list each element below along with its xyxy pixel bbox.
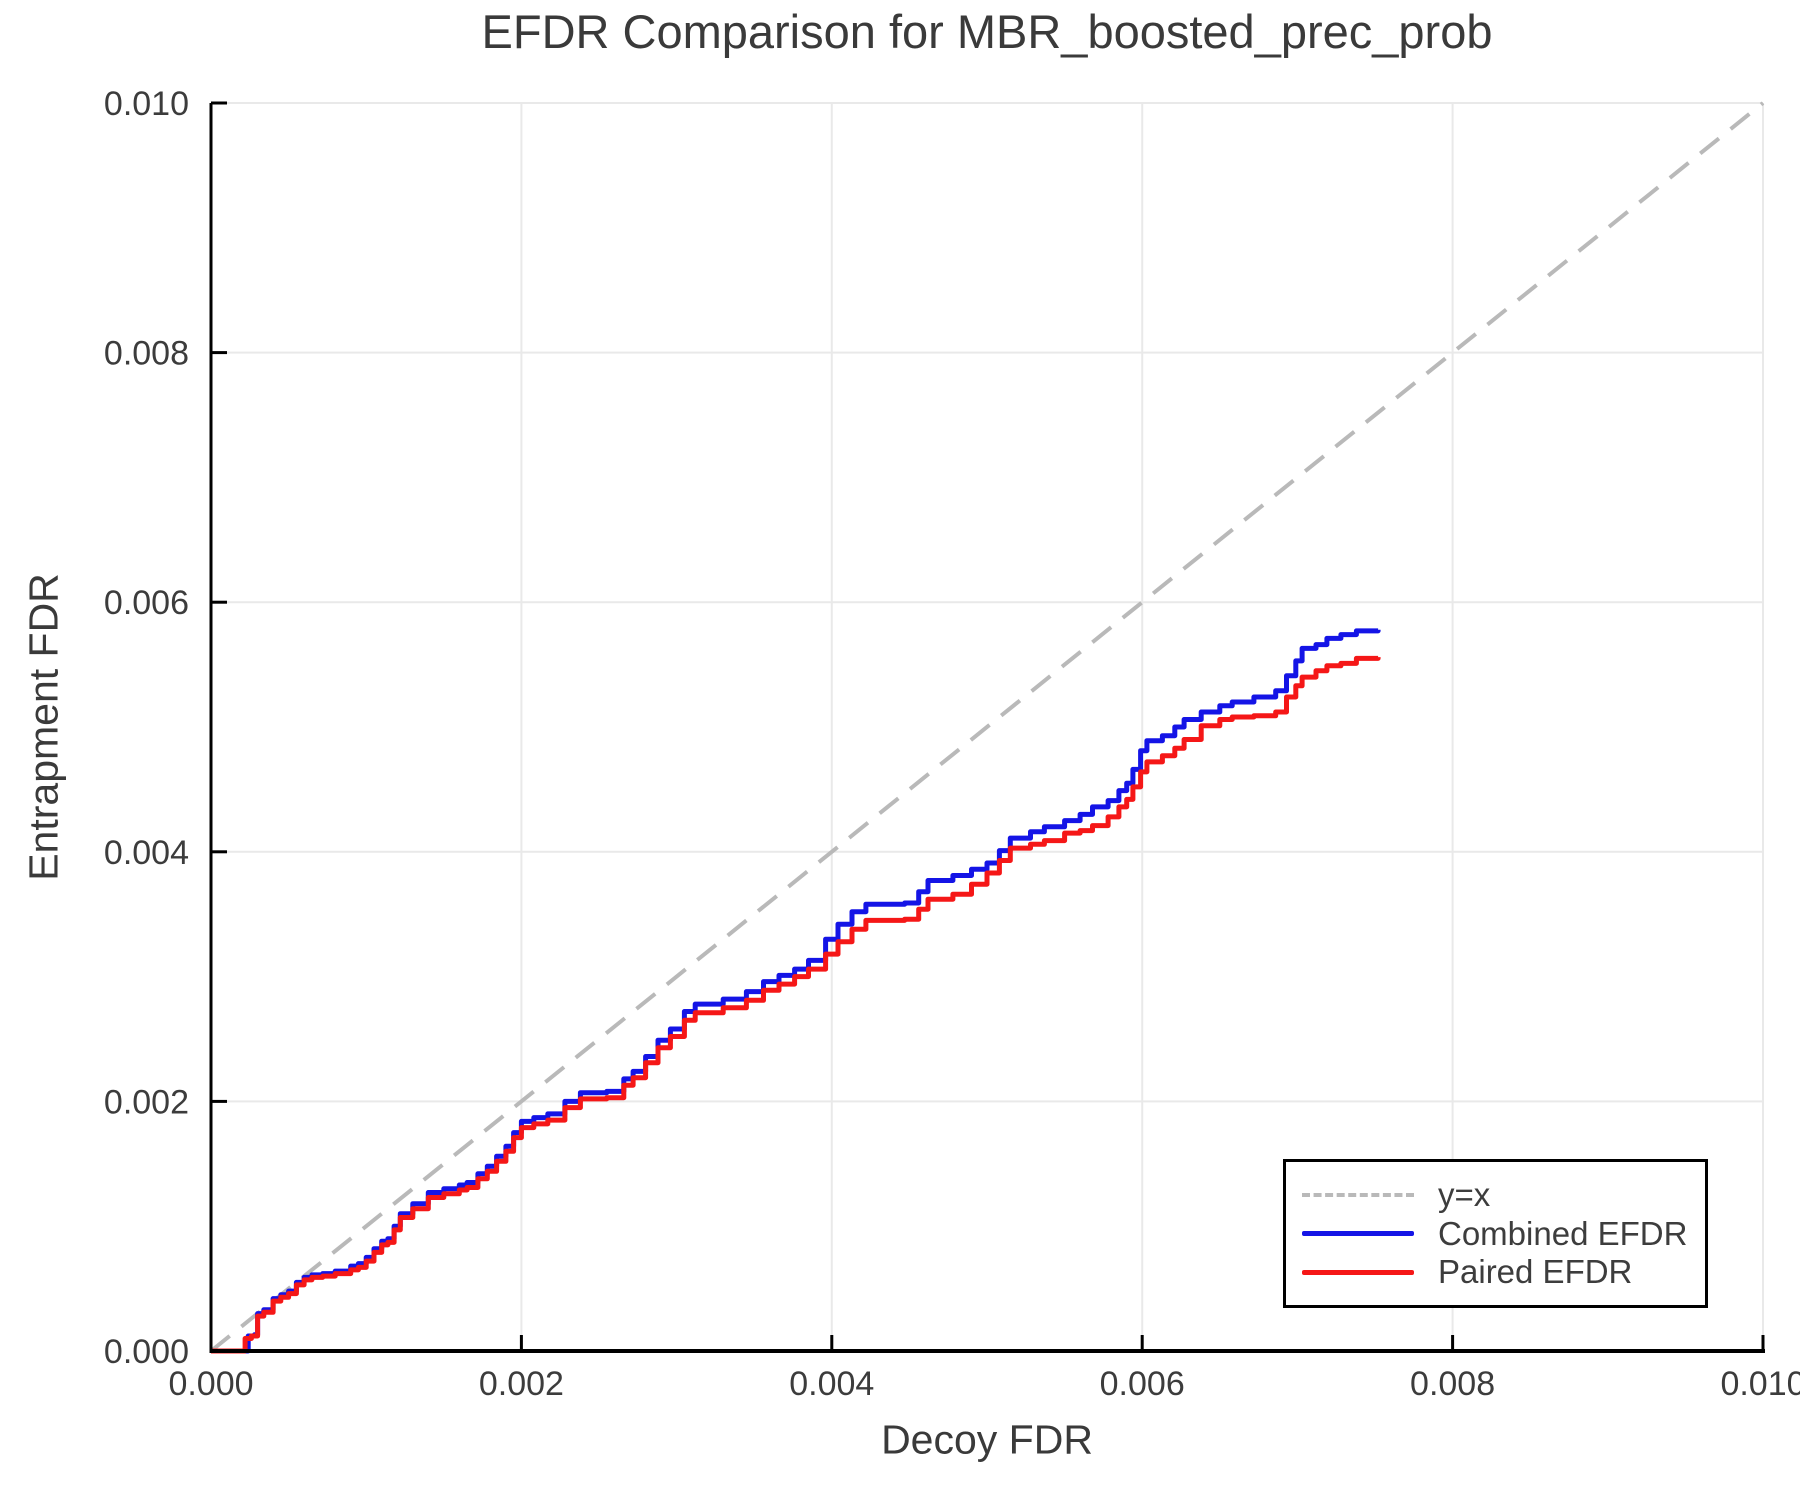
axes-spines-and-ticks bbox=[209, 101, 1765, 1353]
series-step-1 bbox=[211, 628, 1381, 1354]
y-tick-label: 0.000 bbox=[104, 1333, 189, 1371]
y-tick-label: 0.006 bbox=[104, 584, 189, 622]
legend-label: Paired EFDR bbox=[1438, 1253, 1633, 1291]
chart-title: EFDR Comparison for MBR_boosted_prec_pro… bbox=[481, 5, 1493, 58]
y-tick-label: 0.004 bbox=[104, 834, 189, 872]
series-step-2 bbox=[211, 655, 1381, 1354]
y-tick-label: 0.002 bbox=[104, 1083, 189, 1121]
legend-entry-0: y=x bbox=[1302, 1178, 1705, 1212]
x-tick-label: 0.004 bbox=[789, 1365, 874, 1403]
legend-line-sample bbox=[1302, 1269, 1414, 1275]
y-tick-label: 0.010 bbox=[104, 85, 189, 123]
y-axis-label: Entrapment FDR bbox=[20, 573, 67, 881]
tick-labels: 0.000 0.002 0.004 0.006 0.008 0.010 0.000 0.002… bbox=[104, 85, 1800, 1403]
legend-label: Combined EFDR bbox=[1438, 1214, 1688, 1252]
legend-entry-1: Combined EFDR bbox=[1302, 1217, 1705, 1251]
x-axis-label: Decoy FDR bbox=[881, 1416, 1093, 1463]
series-line-0 bbox=[209, 101, 1765, 1353]
x-tick-label: 0.006 bbox=[1100, 1365, 1185, 1403]
legend-box: y=x Combined EFDR Paired EFDR bbox=[1283, 1159, 1708, 1308]
x-tick-label: 0.008 bbox=[1410, 1365, 1495, 1403]
legend-line-sample bbox=[1302, 1192, 1414, 1197]
x-tick-label: 0.010 bbox=[1720, 1365, 1800, 1403]
legend-label: y=x bbox=[1438, 1176, 1491, 1214]
y-tick-label: 0.008 bbox=[104, 335, 189, 373]
x-tick-label: 0.002 bbox=[479, 1365, 564, 1403]
x-tick-label: 0.000 bbox=[168, 1365, 253, 1403]
data-series bbox=[209, 101, 1765, 1354]
legend-entry-2: Paired EFDR bbox=[1302, 1255, 1705, 1289]
legend-line-sample bbox=[1302, 1231, 1414, 1236]
